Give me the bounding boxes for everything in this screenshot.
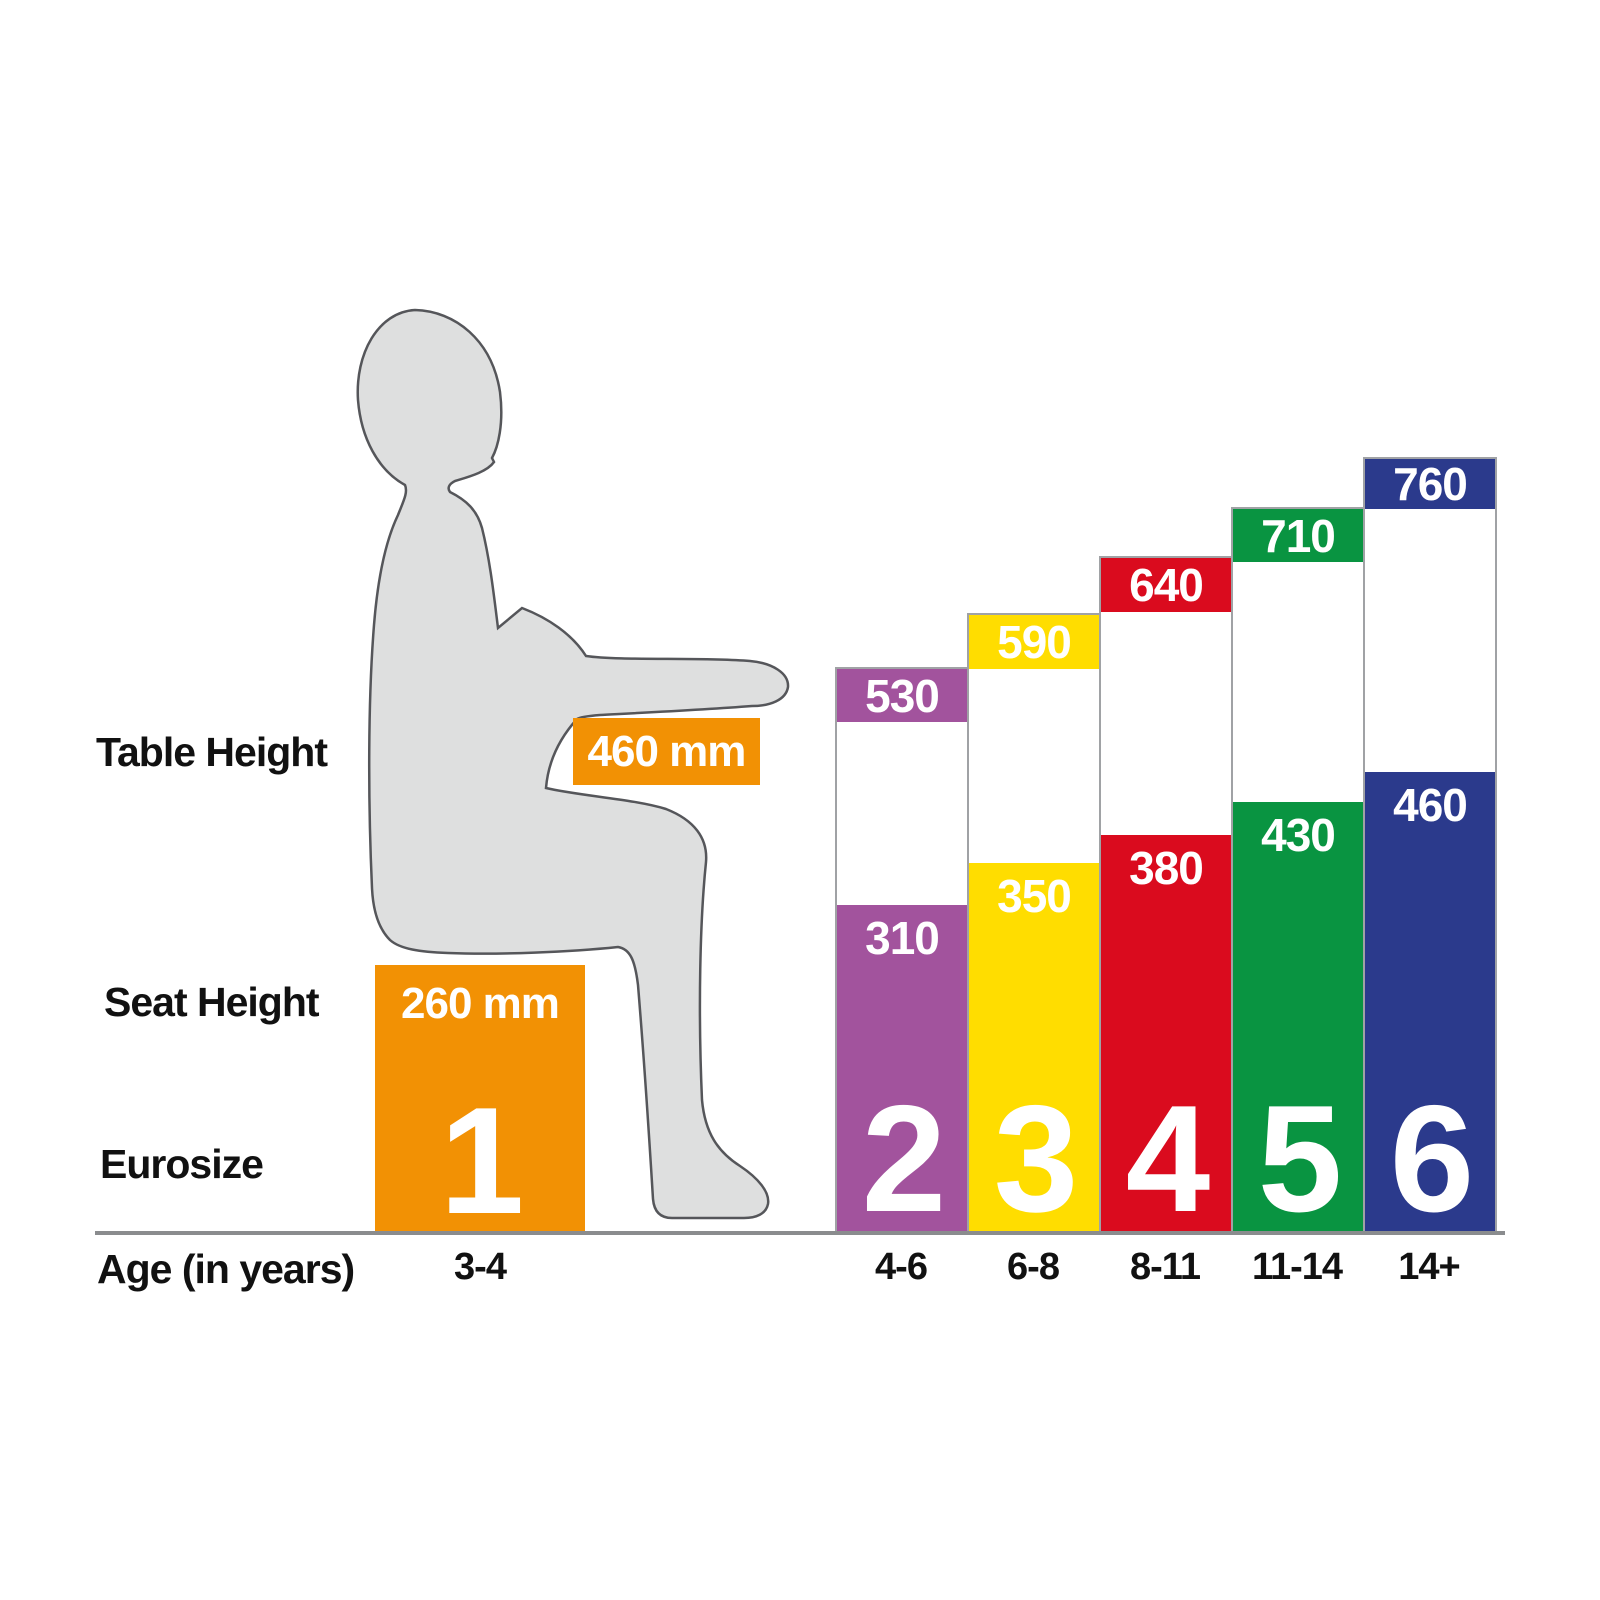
bar-size4: 640 380 4 <box>1099 556 1233 1245</box>
seat-height-section-size5: 430 5 <box>1233 802 1363 1245</box>
eurosize-number-size4: 4 <box>1125 1074 1211 1245</box>
table-height-cap-size6: 760 <box>1365 458 1495 510</box>
bar-gap-size5 <box>1233 562 1363 802</box>
age-value-size1: 3-4 <box>454 1246 507 1288</box>
seat-height-value-size3: 350 <box>997 870 1072 922</box>
seat-height-value-size5: 430 <box>1261 809 1336 861</box>
seat-height-section-size6: 460 6 <box>1365 772 1495 1245</box>
table-height-value-size1: 460 mm <box>587 726 747 776</box>
table-height-cap-size2: 530 <box>837 669 967 722</box>
seat-height-value-size6: 460 <box>1393 779 1468 831</box>
bar-gap-size4 <box>1101 612 1231 835</box>
seat-height-section-size2: 310 2 <box>837 905 967 1245</box>
eurosize-number-size1: 1 <box>439 1076 525 1247</box>
eurosize-label: Eurosize <box>100 1141 264 1187</box>
bar-gap-size6 <box>1365 509 1495 772</box>
age-value-size2: 4-6 <box>875 1246 928 1288</box>
bar-gap-size2 <box>837 722 967 905</box>
eurosize-number-size5: 5 <box>1257 1074 1343 1245</box>
eurosize-number-size2: 2 <box>861 1074 947 1245</box>
bar-size6: 760 460 6 <box>1363 457 1497 1245</box>
table-height-value-size2: 530 <box>865 669 940 722</box>
age-value-size6: 14+ <box>1398 1246 1460 1288</box>
person-silhouette-path <box>356 308 790 1220</box>
age-value-size5: 11-14 <box>1251 1246 1343 1288</box>
table-height-block-size1: 460 mm <box>573 718 760 785</box>
seat-height-value-size2: 310 <box>865 912 940 964</box>
table-height-value-size4: 640 <box>1129 559 1204 611</box>
eurosize-number-size3: 3 <box>993 1074 1079 1245</box>
table-height-value-size6: 760 <box>1393 458 1468 510</box>
table-height-cap-size5: 710 <box>1233 509 1363 562</box>
seat-height-section-size4: 380 4 <box>1101 835 1231 1245</box>
table-height-cap-size4: 640 <box>1101 558 1231 612</box>
seat-height-section-size3: 350 3 <box>969 863 1099 1245</box>
age-label: Age (in years) <box>97 1246 355 1292</box>
age-value-size3: 6-8 <box>1007 1246 1060 1288</box>
eurosize-number-size6: 6 <box>1389 1074 1475 1245</box>
baseline <box>95 1231 1505 1235</box>
seat-height-value-size4: 380 <box>1129 842 1204 894</box>
bar-size3: 590 350 3 <box>967 613 1101 1245</box>
seat-height-block-size1: 260 mm 1 <box>375 965 585 1247</box>
seat-height-value-size1: 260 mm <box>401 979 560 1028</box>
table-height-value-size3: 590 <box>997 616 1072 668</box>
table-height-label: Table Height <box>96 729 328 775</box>
table-height-value-size5: 710 <box>1261 509 1336 562</box>
bar-gap-size3 <box>969 669 1099 863</box>
bar-size2: 530 310 2 <box>835 667 969 1245</box>
seat-height-label: Seat Height <box>104 979 320 1025</box>
bar-size5: 710 430 5 <box>1231 507 1365 1245</box>
table-height-cap-size3: 590 <box>969 615 1099 669</box>
age-value-size4: 8-11 <box>1130 1246 1201 1288</box>
